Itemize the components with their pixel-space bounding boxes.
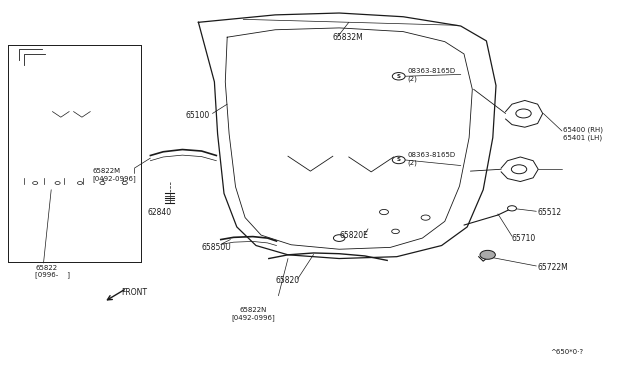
Text: 65820: 65820 — [275, 276, 300, 285]
Circle shape — [516, 109, 531, 118]
Text: 65822
[0996-    ]: 65822 [0996- ] — [35, 265, 70, 278]
Circle shape — [333, 235, 345, 241]
Text: 65722M: 65722M — [538, 263, 568, 272]
Circle shape — [392, 73, 405, 80]
Text: S: S — [397, 157, 403, 163]
Circle shape — [508, 206, 516, 211]
Circle shape — [480, 250, 495, 259]
Circle shape — [511, 165, 527, 174]
Text: 65822N
[0492-0996]: 65822N [0492-0996] — [231, 308, 275, 321]
Text: FRONT: FRONT — [122, 288, 148, 296]
Text: ^650*0·?: ^650*0·? — [550, 349, 584, 355]
Text: 08363-8165D
(2): 08363-8165D (2) — [408, 153, 456, 166]
Circle shape — [392, 229, 399, 234]
Circle shape — [392, 156, 405, 164]
Text: 65710: 65710 — [512, 234, 536, 243]
Circle shape — [77, 182, 83, 185]
Circle shape — [421, 215, 430, 220]
Text: 65850U: 65850U — [202, 243, 231, 252]
Text: 65400 (RH)
65401 (LH): 65400 (RH) 65401 (LH) — [563, 127, 604, 141]
Circle shape — [33, 182, 38, 185]
Text: 65100: 65100 — [186, 111, 210, 120]
Text: S: S — [397, 157, 401, 163]
Text: S: S — [397, 74, 403, 79]
Circle shape — [55, 182, 60, 185]
Circle shape — [122, 182, 127, 185]
Circle shape — [100, 182, 105, 185]
Text: 65822M
[0492-0996]: 65822M [0492-0996] — [93, 168, 136, 182]
Text: 08363-8165D
(2): 08363-8165D (2) — [408, 68, 456, 82]
Text: 65820E: 65820E — [339, 231, 368, 240]
Circle shape — [380, 209, 388, 215]
Text: S: S — [397, 74, 401, 79]
Text: 65512: 65512 — [538, 208, 562, 217]
Text: 65832M: 65832M — [333, 33, 364, 42]
Text: 62840: 62840 — [147, 208, 172, 217]
